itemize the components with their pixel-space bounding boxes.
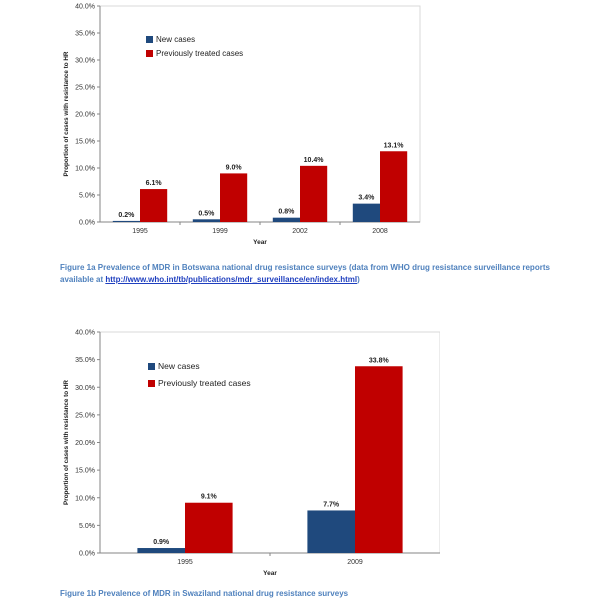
figure-1b-caption-text: Figure 1b Prevalence of MDR in Swaziland… — [60, 589, 349, 598]
legend-label: New cases — [156, 35, 195, 44]
y-tick-label: 15.0% — [75, 468, 95, 475]
y-axis-label: Proportion of cases with resistance to H… — [63, 51, 70, 176]
legend-swatch — [146, 36, 153, 43]
x-tick-label: 1995 — [132, 228, 148, 235]
bar-previously-treated — [220, 173, 248, 222]
y-tick-label: 40.0% — [75, 330, 95, 337]
y-axis-label: Proportion of cases with resistance to H… — [63, 380, 70, 505]
chart-1a: 0.0% 5.0% 10.0% 15.0% 20.0% 25.0% 30.0% 35.0% 40… — [63, 4, 421, 246]
x-tick-label: 2002 — [292, 228, 308, 235]
data-label: 9.0% — [226, 164, 243, 171]
y-tick-label: 10.0% — [75, 495, 95, 502]
bar-new-cases — [137, 548, 185, 553]
data-label: 0.9% — [153, 539, 170, 546]
bar-new-cases — [307, 510, 355, 553]
bar-previously-treated — [300, 165, 328, 222]
bar-previously-treated — [185, 502, 233, 553]
data-label: 9.1% — [201, 494, 218, 501]
x-axis-label: Year — [263, 570, 277, 577]
x-tick-label: 2008 — [372, 228, 388, 235]
y-tick-label: 30.0% — [75, 58, 95, 65]
bar-new-cases — [192, 219, 220, 222]
data-label: 13.1% — [384, 142, 405, 149]
y-tick-label: 35.0% — [75, 31, 95, 38]
bar-previously-treated — [355, 366, 403, 553]
y-tick-label: 20.0% — [75, 112, 95, 119]
bar-previously-treated — [380, 151, 408, 222]
legend-label: New cases — [158, 361, 200, 371]
data-label: 0.2% — [118, 212, 135, 219]
x-axis-label: Year — [253, 239, 267, 246]
legend-swatch — [148, 380, 155, 387]
figure-1a-caption-text: Figure 1a Prevalence of MDR in Botswana … — [60, 263, 550, 284]
figure-1a-caption-tail: ) — [357, 275, 360, 284]
chart-1b: 0.0% 5.0% 10.0% 15.0% 20.0% 25.0% 30.0% 35.0% 40… — [63, 330, 440, 577]
data-label: 6.1% — [146, 180, 163, 187]
figure-1b-caption: Figure 1b Prevalence of MDR in Swaziland… — [60, 588, 570, 600]
bar-new-cases — [352, 203, 380, 222]
y-tick-label: 30.0% — [75, 385, 95, 392]
who-surveillance-link[interactable]: http://www.who.int/tb/publications/mdr_s… — [105, 275, 358, 284]
data-label: 3.4% — [358, 195, 375, 202]
legend-label: Previously treated cases — [156, 49, 243, 58]
bar-new-cases — [272, 217, 300, 222]
bar-previously-treated — [140, 189, 168, 222]
y-tick-label: 5.0% — [79, 523, 95, 530]
data-label: 33.8% — [369, 357, 390, 364]
data-label: 0.5% — [198, 210, 215, 217]
data-label: 10.4% — [304, 157, 325, 164]
x-tick-label: 1995 — [177, 559, 193, 566]
data-label: 0.8% — [278, 209, 295, 216]
x-tick-label: 1999 — [212, 228, 228, 235]
y-tick-label: 40.0% — [75, 4, 95, 11]
y-tick-label: 35.0% — [75, 357, 95, 364]
y-tick-label: 10.0% — [75, 166, 95, 173]
legend-swatch — [148, 363, 155, 370]
y-tick-label: 15.0% — [75, 139, 95, 146]
legend-swatch — [146, 50, 153, 57]
y-tick-label: 20.0% — [75, 440, 95, 447]
y-tick-label: 0.0% — [79, 220, 95, 227]
bar-new-cases — [112, 220, 140, 222]
y-tick-label: 0.0% — [79, 551, 95, 558]
data-label: 7.7% — [323, 501, 340, 508]
y-tick-label: 25.0% — [75, 85, 95, 92]
figure-1a-caption: Figure 1a Prevalence of MDR in Botswana … — [60, 262, 570, 286]
y-tick-label: 25.0% — [75, 412, 95, 419]
y-tick-label: 5.0% — [79, 193, 95, 200]
x-tick-label: 2009 — [347, 559, 363, 566]
legend-label: Previously treated cases — [158, 378, 251, 388]
